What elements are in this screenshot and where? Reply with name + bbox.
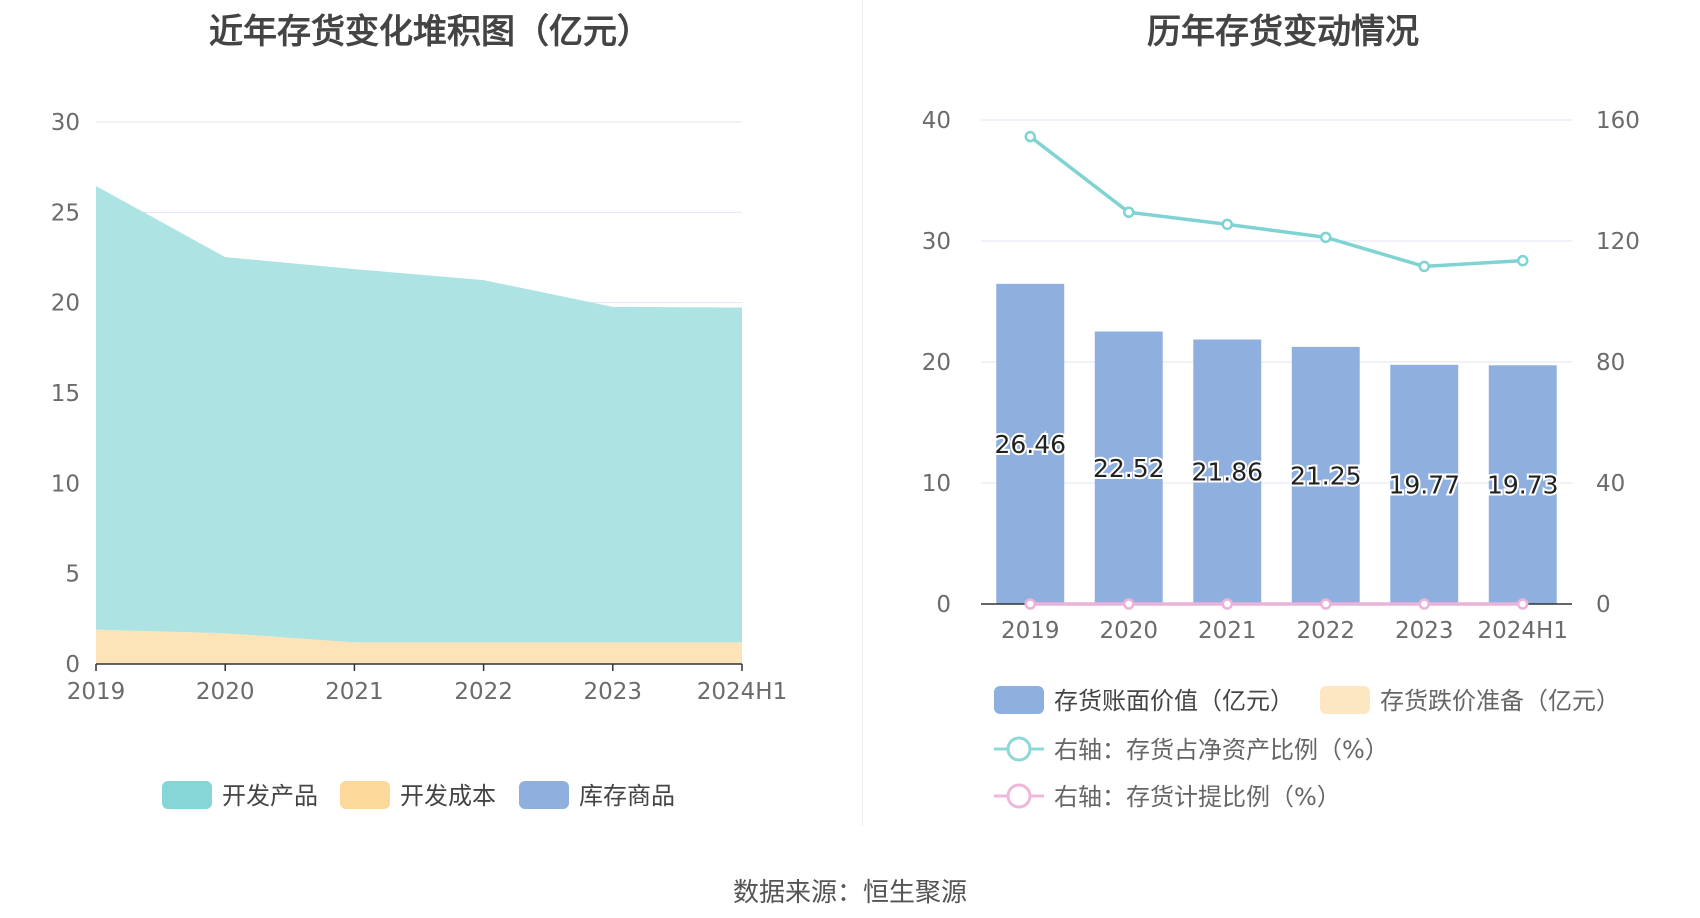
line-point	[1418, 598, 1430, 610]
x-tick-label: 2024H1	[697, 679, 787, 705]
line-point	[1221, 218, 1233, 231]
x-tick-label: 2021	[325, 679, 384, 705]
y-left-tick-label: 40	[922, 108, 951, 134]
x-tick-label: 2020	[196, 679, 255, 705]
area-开发产品	[96, 185, 742, 643]
bar-value-label: 19.77	[1388, 470, 1460, 499]
y-tick-label: 10	[51, 471, 80, 497]
bar-2024H1	[1488, 365, 1557, 604]
line-point	[1320, 231, 1332, 244]
right-bar-line-chart: 0 10 20 30 40 0 40 80 120 160 2019 2020 2021 2022 2023…	[922, 108, 1640, 811]
legend-swatch	[519, 781, 569, 809]
y-right-tick-label: 40	[1596, 471, 1625, 497]
line-point	[1517, 598, 1529, 610]
left-chart-title: 近年存货变化堆积图（亿元）	[209, 12, 651, 52]
bar-2021	[1193, 339, 1262, 604]
y-right-tick-label: 160	[1596, 108, 1640, 134]
bar-value-label: 26.46	[994, 430, 1066, 459]
legend-swatch	[340, 781, 390, 809]
panel-divider	[862, 0, 863, 826]
x-tick-label: 2020	[1099, 618, 1158, 644]
bar-2019	[996, 283, 1065, 604]
y-tick-label: 5	[65, 562, 80, 588]
y-left-tick-label: 10	[922, 471, 951, 497]
line-point	[1024, 130, 1036, 143]
x-tick-label: 2023	[584, 679, 643, 705]
bar-value-label: 21.25	[1290, 461, 1362, 490]
x-tick-label: 2021	[1198, 618, 1257, 644]
line-point	[1517, 254, 1529, 267]
y-left-tick-label: 0	[936, 592, 951, 618]
x-tick-label: 2024H1	[1478, 618, 1568, 644]
data-source-note: 数据来源：恒生聚源	[732, 878, 967, 908]
x-tick-label: 2019	[1001, 618, 1060, 644]
bar-2020	[1094, 331, 1163, 604]
bar-2022	[1291, 346, 1360, 604]
y-right-tick-label: 120	[1596, 229, 1640, 255]
y-tick-label: 0	[65, 652, 80, 678]
y-left-tick-label: 30	[922, 229, 951, 255]
line-point	[1123, 206, 1135, 219]
legend-label: 存货账面价值（亿元）	[1054, 687, 1294, 715]
bar-2023	[1390, 364, 1459, 604]
y-tick-label: 20	[51, 291, 80, 317]
y-tick-label: 30	[51, 110, 80, 136]
y-right-tick-label: 0	[1596, 592, 1611, 618]
legend-swatch	[1320, 686, 1370, 714]
area-开发成本	[96, 629, 742, 664]
legend-label: 存货跌价准备（亿元）	[1380, 687, 1620, 715]
y-tick-label: 25	[51, 200, 80, 226]
y-left-tick-label: 20	[922, 350, 951, 376]
legend-label: 开发成本	[400, 782, 496, 810]
bar-value-label: 21.86	[1191, 458, 1263, 487]
legend-marker	[1006, 736, 1032, 762]
right-chart-title: 历年存货变动情况	[1147, 12, 1419, 52]
legend-swatch	[994, 686, 1044, 714]
legend-marker	[1006, 783, 1032, 809]
line-point	[1024, 598, 1036, 610]
bar-value-label: 22.52	[1093, 454, 1165, 483]
line-point	[1320, 598, 1332, 610]
legend-label: 右轴：存货占净资产比例（%）	[1054, 736, 1389, 764]
line-point	[1123, 598, 1135, 610]
legend-label: 右轴：存货计提比例（%）	[1054, 783, 1341, 811]
left-stacked-area-chart: 0 5 10 15 20 25 30 2019 2020 2021 2022 2023 2024H1 开发…	[51, 110, 788, 810]
line-point	[1221, 598, 1233, 610]
line-右轴：存货占净资产比例（%）	[1029, 135, 1523, 269]
line-point	[1418, 260, 1430, 273]
right-chart-panel: 历年存货变动情况 0 10 20 30 40 0 40 80 120 160 2019 2020 202…	[866, 0, 1700, 830]
y-right-tick-label: 80	[1596, 350, 1625, 376]
legend-label: 库存商品	[579, 782, 675, 810]
x-tick-label: 2023	[1395, 618, 1454, 644]
bar-value-label: 19.73	[1487, 471, 1559, 500]
x-tick-label: 2022	[454, 679, 513, 705]
x-tick-label: 2022	[1296, 618, 1355, 644]
legend-label: 开发产品	[222, 782, 318, 810]
y-tick-label: 15	[51, 381, 80, 407]
left-chart-panel: 近年存货变化堆积图（亿元） 0 5 10 15 20 25 30 2019 2020 2021 20…	[0, 0, 860, 830]
legend-swatch	[162, 781, 212, 809]
x-tick-label: 2019	[67, 679, 126, 705]
